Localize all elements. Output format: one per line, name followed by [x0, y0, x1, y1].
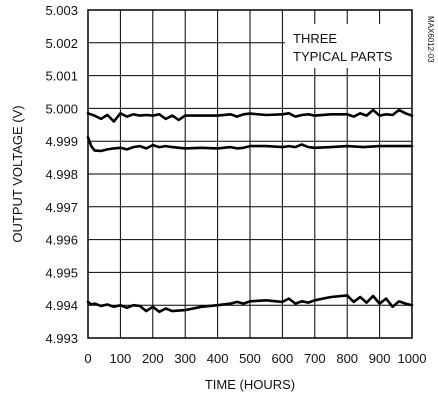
y-axis-label: OUTPUT VOLTAGE (V)	[10, 105, 25, 242]
x-tick-label: 1000	[398, 351, 427, 366]
x-tick-label: 500	[239, 351, 261, 366]
x-tick-labels: 0 100 200 300 400 500 600 700 800 900 1000	[84, 351, 426, 366]
y-tick-label: 4.993	[45, 331, 78, 346]
series-line-1	[86, 108, 414, 123]
y-tick-label: 4.994	[45, 298, 78, 313]
x-axis-label: TIME (HOURS)	[205, 377, 295, 392]
y-tick-label: 5.000	[45, 101, 78, 116]
x-tick-label: 800	[336, 351, 358, 366]
y-tick-label: 5.003	[45, 3, 78, 18]
x-tick-label: 400	[207, 351, 229, 366]
annotation-line-1: THREE	[293, 31, 337, 46]
x-tick-label: 600	[272, 351, 294, 366]
y-tick-label: 5.002	[45, 36, 78, 51]
y-tick-label: 4.995	[45, 265, 78, 280]
plot-frame	[87, 9, 413, 339]
x-tick-label: 0	[84, 351, 91, 366]
series-group	[86, 108, 414, 314]
y-tick-label: 5.001	[45, 69, 78, 84]
y-tick-label: 4.999	[45, 134, 78, 149]
y-tick-label: 4.997	[45, 200, 78, 215]
y-tick-labels: 4.993 4.994 4.995 4.996 4.997 4.998 4.999 5.000…	[45, 3, 78, 346]
y-tick-label: 4.996	[45, 233, 78, 248]
series-line-3	[86, 294, 414, 314]
x-tick-label: 300	[174, 351, 196, 366]
x-tick-label: 700	[304, 351, 326, 366]
y-tick-label: 4.998	[45, 167, 78, 182]
figure-id-label: MAX6012-03	[426, 16, 435, 63]
annotation-box	[285, 24, 411, 68]
x-tick-label: 200	[142, 351, 164, 366]
annotation-line-2: TYPICAL PARTS	[293, 49, 393, 64]
x-tick-label: 900	[369, 351, 391, 366]
series-line-2	[86, 136, 414, 153]
x-tick-label: 100	[110, 351, 132, 366]
